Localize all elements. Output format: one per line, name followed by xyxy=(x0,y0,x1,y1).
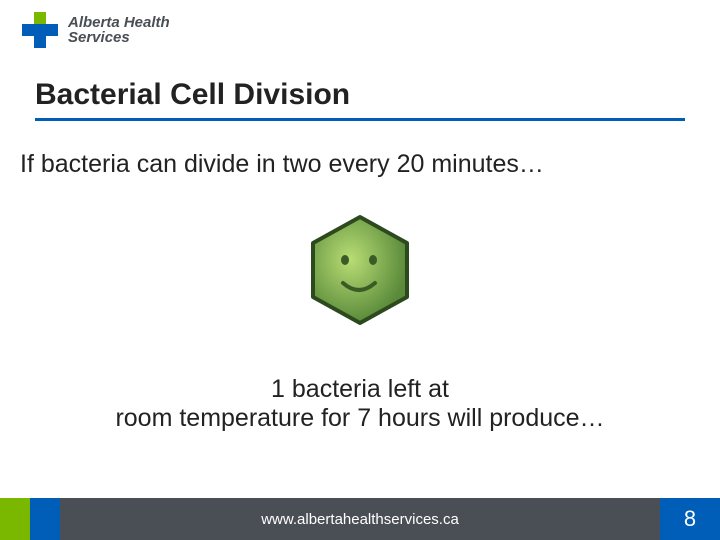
logo-line1: Alberta Health xyxy=(68,15,170,30)
body-text-block2: 1 bacteria left at room temperature for … xyxy=(20,375,700,433)
body-text-line1: If bacteria can divide in two every 20 m… xyxy=(20,150,700,179)
page-number: 8 xyxy=(660,498,720,540)
logo-line2: Services xyxy=(68,30,170,45)
logo-text: Alberta Health Services xyxy=(68,15,170,45)
bacteria-illustration xyxy=(0,205,720,335)
footer-accent-blue xyxy=(30,498,60,540)
body-text-line2a: 1 bacteria left at xyxy=(20,375,700,404)
logo: Alberta Health Services xyxy=(20,10,170,50)
footer-accent-green xyxy=(0,498,30,540)
slide-title: Bacterial Cell Division xyxy=(35,78,685,121)
footer: www.albertahealthservices.ca 8 xyxy=(0,498,720,540)
logo-mark-icon xyxy=(20,10,60,50)
body-text-line2b: room temperature for 7 hours will produc… xyxy=(20,404,700,433)
bacteria-icon xyxy=(295,205,425,335)
footer-url: www.albertahealthservices.ca xyxy=(60,498,660,540)
